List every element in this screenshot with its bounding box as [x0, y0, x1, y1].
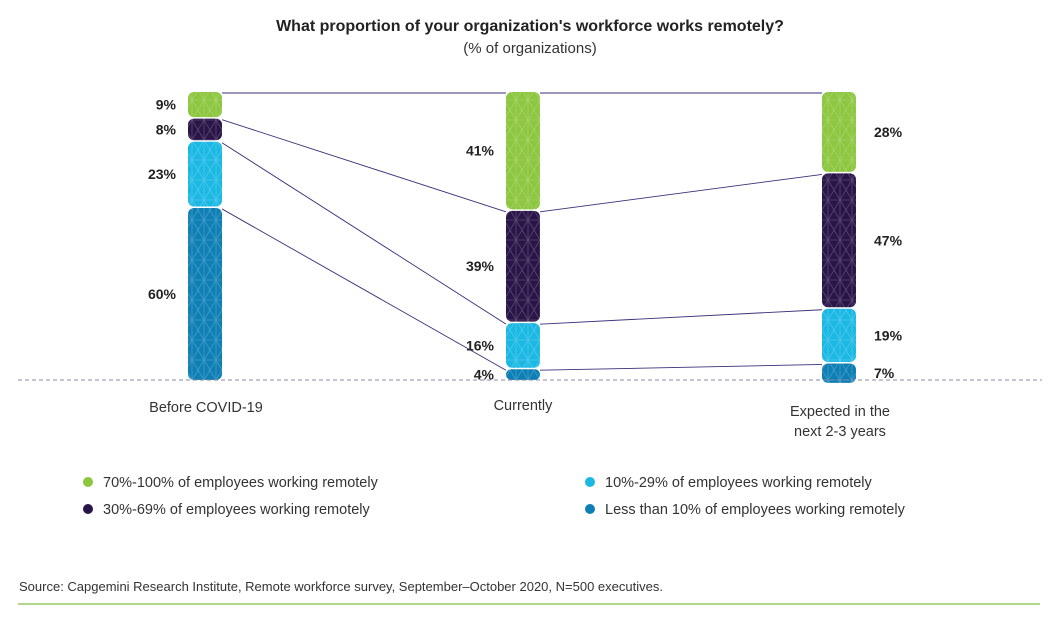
- bar-segment: [188, 118, 222, 141]
- legend-marker: [83, 477, 93, 487]
- connector-line: [539, 364, 823, 371]
- bar-segment: [506, 210, 540, 322]
- legend-label: Less than 10% of employees working remot…: [605, 502, 906, 518]
- connector-line: [221, 142, 507, 325]
- chart-title: What proportion of your organization's w…: [276, 18, 784, 35]
- data-label: 47%: [874, 232, 903, 248]
- connector-lines: [221, 92, 823, 371]
- category-label: Expected in the: [790, 404, 890, 420]
- data-label: 4%: [474, 367, 495, 383]
- data-labels: 9% 8% 23% 60% 41% 39% 16% 4% 28% 47% 19% 7%: [148, 97, 903, 383]
- bars: [188, 92, 856, 383]
- bar-segment: [822, 173, 856, 308]
- bar-segment: [822, 308, 856, 362]
- data-label: 39%: [466, 258, 495, 274]
- bar-segment: [188, 92, 222, 118]
- bar-segment: [188, 141, 222, 207]
- bar-segment: [822, 363, 856, 383]
- legend: 70%-100% of employees working remotely 30…: [83, 475, 906, 518]
- category-label: Before COVID-19: [149, 400, 263, 416]
- chart-subtitle: (% of organizations): [463, 40, 596, 57]
- bar-segment: [822, 92, 856, 172]
- connector-line: [539, 173, 823, 213]
- data-label: 7%: [874, 365, 895, 381]
- legend-label: 10%-29% of employees working remotely: [605, 475, 873, 491]
- data-label: 28%: [874, 124, 903, 140]
- connector-line: [221, 119, 507, 213]
- data-label: 16%: [466, 337, 495, 353]
- data-label: 41%: [466, 143, 495, 159]
- legend-marker: [585, 477, 595, 487]
- data-label: 19%: [874, 327, 903, 343]
- bar-segment: [506, 92, 540, 210]
- bar-segment: [506, 369, 540, 380]
- legend-marker: [585, 504, 595, 514]
- legend-label: 70%-100% of employees working remotely: [103, 475, 379, 491]
- legend-label: 30%-69% of employees working remotely: [103, 502, 371, 518]
- connector-line: [539, 309, 823, 325]
- data-label: 60%: [148, 286, 177, 302]
- legend-marker: [83, 504, 93, 514]
- data-label: 8%: [156, 121, 177, 137]
- bar-segment: [506, 323, 540, 368]
- connector-line: [221, 208, 507, 371]
- bar-segment: [188, 207, 222, 380]
- data-label: 23%: [148, 166, 177, 182]
- category-label: Currently: [494, 398, 554, 414]
- category-label: next 2-3 years: [794, 424, 886, 440]
- data-label: 9%: [156, 97, 177, 113]
- category-labels: Before COVID-19 Currently Expected in the n…: [149, 398, 890, 440]
- source-note: Source: Capgemini Research Institute, Re…: [19, 579, 663, 594]
